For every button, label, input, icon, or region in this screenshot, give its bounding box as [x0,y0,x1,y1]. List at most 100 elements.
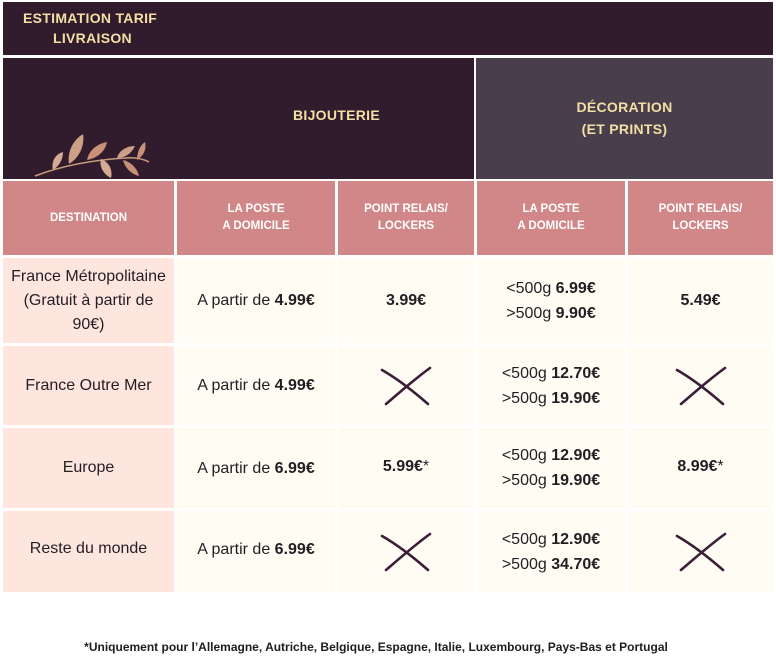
price-line: 5.99€* [383,454,429,479]
deco-relais-unavailable [628,511,773,592]
deco-relais-price: 5.49€ [628,258,773,343]
bijou-relais-price: 3.99€ [338,258,474,343]
bijouterie-group-header: BIJOUTERIE [3,58,474,179]
cross-icon [380,366,432,405]
weight-label: <500g [501,364,547,382]
price-value: 12.90€ [551,530,601,548]
price-line: A partir de 4.99€ [197,373,314,398]
col-header-destination: DESTINATION [3,181,174,255]
col-header-line2: A DOMICILE [222,220,290,232]
price-value: 3.99€ [385,292,427,309]
price-value: 6.99€ [274,459,315,477]
table-row-destination: Reste du monde [3,511,174,592]
price-value: 8.99€ [677,458,718,475]
title-bar: ESTIMATION TARIF LIVRAISON [3,2,773,55]
table-row-destination: France Métropolitaine (Gratuit à partir … [3,258,174,343]
price-value: 6.99€ [274,541,315,558]
leaf-branch-icon [34,134,150,178]
cross-icon [675,532,726,571]
col-header-bijou-relais: POINT RELAIS/ LOCKERS [338,181,474,255]
col-header-line1: LA POSTE [522,203,580,215]
price-prefix: A partir de [197,459,271,477]
bijou-relais-unavailable [338,511,474,592]
col-header-line1: POINT RELAIS/ [658,203,743,215]
price-prefix: A partir de [197,541,271,558]
price-value: 9.90€ [555,304,596,322]
deco-poste-price: <500g 6.99€ >500g 9.90€ [477,258,625,343]
price-value: 12.70€ [551,364,601,382]
decoration-label: DÉCORATION (ET PRINTS) [476,96,773,140]
price-line: >500g 34.70€ [502,552,600,577]
col-header-bijou-poste: LA POSTE A DOMICILE [177,181,335,255]
price-line: 8.99€* [677,454,723,479]
bijou-poste-price: A partir de 4.99€ [177,346,335,425]
page-title-line1: ESTIMATION TARIF [23,10,158,26]
table-row-destination: Europe [3,428,174,508]
price-value: 19.90€ [551,472,601,489]
destination-line: Europe [62,459,115,476]
price-value: 5.49€ [680,292,721,309]
weight-label: <500g [501,530,547,548]
decoration-label-line2: (ET PRINTS) [581,121,668,137]
bijou-poste-price: A partir de 6.99€ [177,428,335,508]
price-line: A partir de 6.99€ [197,456,314,481]
deco-poste-price: <500g 12.90€ >500g 19.90€ [477,428,625,508]
col-header-line2: LOCKERS [672,220,729,232]
cross-icon [675,366,726,405]
bijou-relais-price: 5.99€* [338,428,474,508]
bijouterie-label: BIJOUTERIE [293,107,381,123]
price-value: 4.99€ [274,292,315,309]
price-line: <500g 12.90€ [502,443,600,468]
price-line: >500g 19.90€ [502,386,600,411]
destination-line: France Métropolitaine [11,267,166,285]
price-line: A partir de 4.99€ [197,288,314,313]
price-value: 19.90€ [551,389,601,407]
deco-poste-price: <500g 12.90€ >500g 34.70€ [477,511,625,592]
weight-label: >500g [501,555,547,573]
footnote-marker: * [422,458,430,475]
price-line: A partir de 6.99€ [197,537,314,562]
price-prefix: A partir de [197,292,271,309]
bijou-poste-price: A partir de 6.99€ [177,511,335,592]
price-value: 12.90€ [551,447,601,464]
col-header-line2: A DOMICILE [517,220,585,232]
deco-relais-price: 8.99€* [628,428,773,508]
col-header-line1: POINT RELAIS/ [364,203,448,215]
col-header-deco-relais: POINT RELAIS/ LOCKERS [628,181,773,255]
destination-line: 90€) [72,315,105,333]
page-title: ESTIMATION TARIF LIVRAISON [23,8,157,48]
bijou-poste-price: A partir de 4.99€ [177,258,335,343]
page-title-line2: LIVRAISON [53,30,132,46]
destination-line: (Gratuit à partir de [23,291,154,309]
col-header-line1: LA POSTE [227,203,285,215]
price-line: <500g 12.90€ [502,527,600,552]
price-line: <500g 6.99€ [506,276,595,301]
price-prefix: A partir de [197,377,271,394]
table-row-destination: France Outre Mer [3,346,174,425]
col-header-destination-label: DESTINATION [49,211,128,224]
deco-poste-price: <500g 12.70€ >500g 19.90€ [477,346,625,425]
price-value: 4.99€ [274,377,315,394]
weight-label: >500g [501,389,547,407]
price-line: >500g 9.90€ [506,301,595,326]
weight-label: <500g [501,447,547,464]
price-line: >500g 19.90€ [502,468,600,493]
price-value: 34.70€ [551,555,601,573]
price-value: 5.99€ [382,458,423,475]
weight-label: <500g [506,279,552,297]
cross-icon [380,532,432,571]
price-line: <500g 12.70€ [502,361,600,386]
weight-label: >500g [501,472,547,489]
price-value: 6.99€ [555,279,596,297]
col-header-line2: LOCKERS [377,220,435,232]
bijou-relais-unavailable [338,346,474,425]
col-header-deco-poste: LA POSTE A DOMICILE [477,181,625,255]
destination-line: Reste du monde [29,540,148,557]
decoration-group-header: DÉCORATION (ET PRINTS) [476,58,773,179]
deco-relais-unavailable [628,346,773,425]
footnote-marker: * [717,458,724,475]
decoration-label-line1: DÉCORATION [576,99,673,115]
weight-label: >500g [506,304,552,322]
footnote: *Uniquement pour l’Allemagne, Autriche, … [84,640,668,654]
destination-line: France Outre Mer [25,376,152,394]
